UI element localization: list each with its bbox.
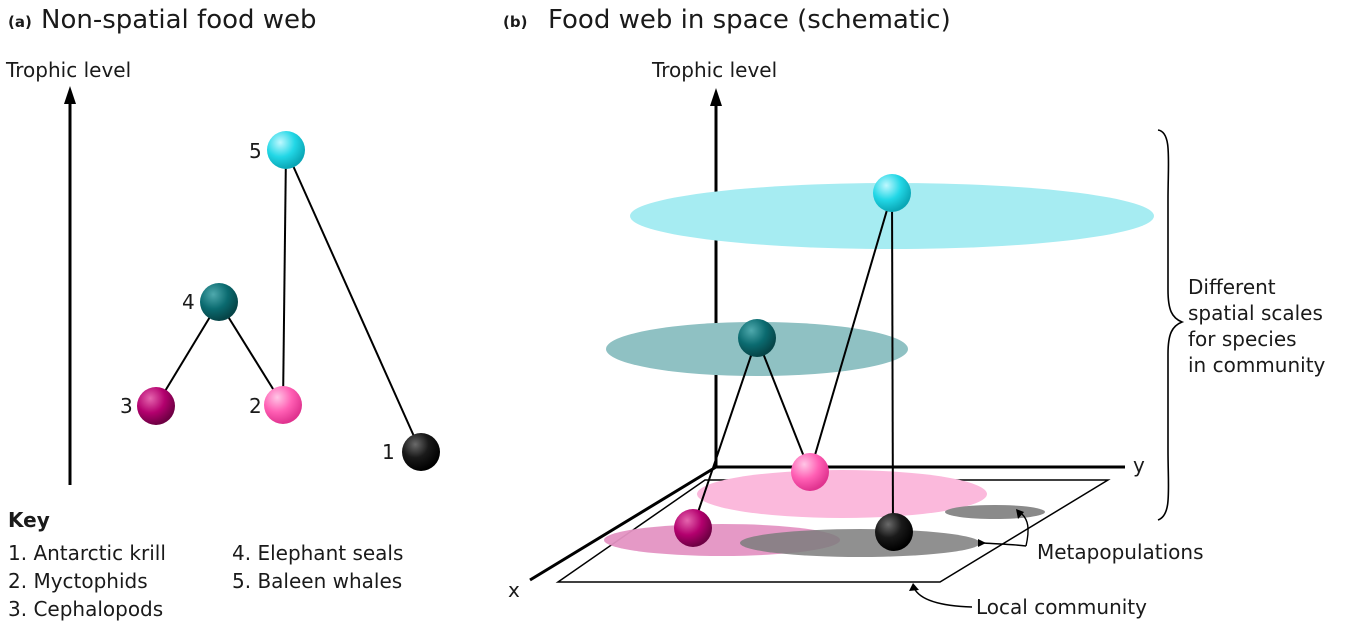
node-5-baleen-whales: [267, 131, 305, 169]
metapopulations-pointer-lower: [983, 542, 1027, 547]
b-node-elephant-seals: [738, 319, 776, 357]
key-item-5: 5. Baleen whales: [232, 569, 403, 593]
metapopulations-arrowhead-lower: [978, 539, 986, 547]
key-item-4: 4. Elephant seals: [232, 541, 404, 565]
b-link-5-1: [891, 192, 894, 533]
b-node-myctophids: [791, 453, 829, 491]
local-community-label: Local community: [976, 595, 1147, 619]
local-community-arrowhead: [909, 583, 919, 591]
node-5-label: 5: [249, 139, 262, 163]
node-3-cephalopods: [137, 387, 175, 425]
node-4-label: 4: [182, 290, 195, 314]
node-4-elephant-seals: [200, 283, 238, 321]
spatial-scales-line-4: in community: [1188, 353, 1326, 377]
krill-patch-large: [740, 529, 980, 557]
spatial-scales-line-1: Different: [1188, 275, 1276, 299]
b-link-4-3: [692, 337, 758, 528]
panel-a-diagram: [64, 86, 440, 485]
panel-a-axis-label: Trophic level: [6, 58, 132, 82]
panel-a-letter: (a): [8, 13, 32, 31]
panel-b-y-label: y: [1133, 453, 1145, 477]
link-4-2: [218, 301, 284, 406]
node-2-label: 2: [249, 394, 262, 418]
b-node-antarctic-krill: [875, 513, 913, 551]
node-3-label: 3: [120, 394, 133, 418]
panel-a-title: Non-spatial food web: [41, 5, 317, 35]
panel-b-diagram: [529, 88, 1185, 608]
b-node-cephalopods: [674, 509, 712, 547]
myctophid-range-disc: [697, 470, 987, 518]
b-link-4-2: [756, 337, 811, 473]
panel-a-axis-arrowhead: [64, 86, 76, 104]
b-link-5-2: [809, 192, 893, 473]
metapopulations-pointer-upper: [1021, 513, 1029, 547]
spatial-scales-bracket: [1157, 129, 1185, 521]
panel-b-x-axis: [529, 465, 717, 582]
metapopulations-arrowhead-upper: [1016, 509, 1024, 519]
key-item-1: 1. Antarctic krill: [8, 541, 166, 565]
spatial-scales-line-2: spatial scales: [1188, 301, 1323, 325]
spatial-scales-text: Different spatial scales for species in …: [1188, 274, 1325, 378]
local-community-pointer: [913, 587, 973, 608]
key-item-3: 3. Cephalopods: [8, 597, 164, 621]
spatial-scales-line-3: for species: [1188, 327, 1297, 351]
link-5-2: [282, 149, 287, 406]
panel-b-axis-arrowhead: [710, 88, 722, 106]
panel-b-x-label: x: [508, 578, 520, 602]
node-1-label: 1: [382, 440, 395, 464]
krill-patch-small: [945, 505, 1045, 519]
key-item-2: 2. Myctophids: [8, 569, 148, 593]
node-2-myctophids: [264, 386, 302, 424]
panel-b-axis-label: Trophic level: [652, 58, 778, 82]
b-node-baleen-whales: [873, 174, 911, 212]
key-heading: Key: [8, 508, 50, 532]
node-1-antarctic-krill: [402, 433, 440, 471]
link-5-1: [285, 149, 422, 453]
panel-b-title: Food web in space (schematic): [548, 5, 951, 35]
link-4-3: [155, 301, 220, 407]
panel-b-letter: (b): [503, 13, 528, 31]
metapopulations-label: Metapopulations: [1037, 540, 1204, 564]
